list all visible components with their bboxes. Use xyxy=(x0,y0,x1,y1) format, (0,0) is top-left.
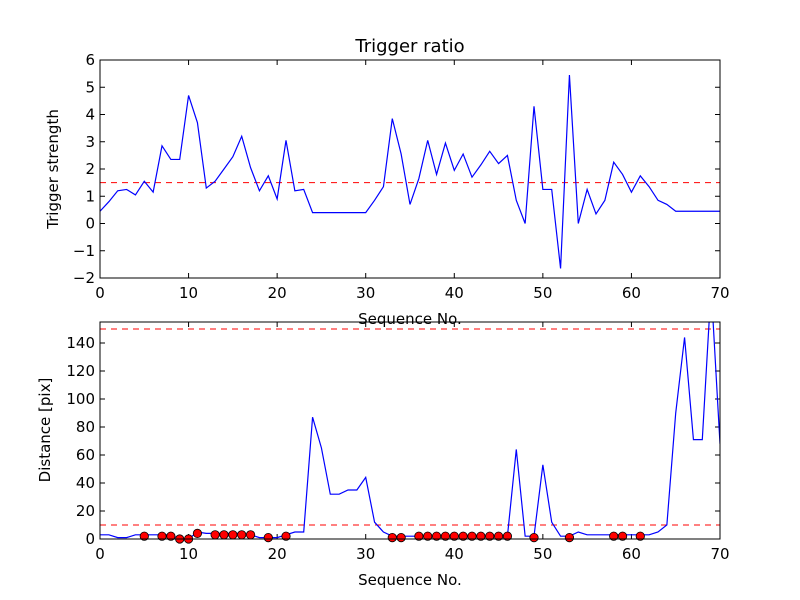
data-point xyxy=(210,530,220,540)
data-point xyxy=(263,532,273,543)
data-point xyxy=(529,532,539,543)
data-point xyxy=(157,531,167,541)
y-tick-label: 1 xyxy=(85,187,95,205)
data-point xyxy=(635,531,645,541)
y-tick-label: 120 xyxy=(66,362,95,380)
y-tick-label: 0 xyxy=(85,215,95,233)
data-point xyxy=(449,531,459,541)
x-tick-label: 40 xyxy=(445,545,464,563)
x-tick-label: 50 xyxy=(533,545,552,563)
data-point xyxy=(423,531,433,541)
x-tick-label: 70 xyxy=(710,284,729,302)
data-point xyxy=(609,531,619,541)
x-tick-label: 0 xyxy=(95,545,105,563)
x-tick-label: 40 xyxy=(445,284,464,302)
data-point xyxy=(281,531,291,541)
top-ticks: 0 10 20 30 40 50 60 70 −2 −1 0 1 2 3 4 5 6 xyxy=(73,51,730,302)
y-tick-label: −2 xyxy=(73,269,95,287)
bottom-y-axis-label: Distance [pix] xyxy=(36,378,54,483)
x-tick-label: 30 xyxy=(356,545,375,563)
data-point xyxy=(431,531,442,541)
data-point xyxy=(219,530,229,540)
data-point xyxy=(467,531,477,541)
bottom-reference-lines xyxy=(100,328,720,526)
data-point xyxy=(440,531,451,541)
x-tick-label: 60 xyxy=(622,284,641,302)
data-point xyxy=(237,530,247,540)
y-tick-label: 4 xyxy=(85,106,95,124)
data-point xyxy=(476,531,486,541)
x-tick-label: 70 xyxy=(710,545,729,563)
data-point xyxy=(493,531,504,541)
data-point xyxy=(192,528,203,539)
y-tick-label: 60 xyxy=(76,446,95,464)
x-tick-label: 10 xyxy=(179,284,198,302)
data-point xyxy=(617,531,628,541)
x-tick-label: 60 xyxy=(622,545,641,563)
x-tick-label: 0 xyxy=(95,284,105,302)
x-tick-label: 30 xyxy=(356,284,375,302)
data-point xyxy=(502,531,513,541)
y-tick-label: 40 xyxy=(76,474,95,492)
data-point xyxy=(396,532,406,543)
y-tick-label: 3 xyxy=(85,133,95,151)
top-chart-title: Trigger ratio xyxy=(354,36,464,57)
data-point xyxy=(139,531,149,541)
top-y-axis-label: Trigger strength xyxy=(44,109,62,230)
bottom-markers xyxy=(139,528,645,544)
top-series xyxy=(99,74,720,269)
y-tick-label: 2 xyxy=(85,160,95,178)
data-point xyxy=(387,532,397,543)
x-tick-label: 20 xyxy=(268,284,287,302)
y-tick-label: 80 xyxy=(76,418,95,436)
y-tick-label: 5 xyxy=(85,78,95,96)
data-point xyxy=(485,531,495,541)
y-tick-label: 20 xyxy=(76,502,95,520)
top-plot-frame xyxy=(99,59,721,279)
data-point xyxy=(458,531,468,541)
y-tick-label: 140 xyxy=(66,334,95,352)
top-panel: Trigger ratio 0 10 20 30 40 50 60 70 −2 −1 0 1 2 3 4 5 6… xyxy=(44,36,730,328)
bottom-x-axis-label: Sequence No. xyxy=(358,571,462,589)
y-tick-label: 100 xyxy=(66,390,95,408)
x-tick-label: 10 xyxy=(179,545,198,563)
data-point xyxy=(414,531,424,541)
x-tick-label: 20 xyxy=(268,545,287,563)
data-point xyxy=(228,530,238,540)
data-point xyxy=(564,532,575,543)
data-line xyxy=(99,74,720,269)
bottom-ticks: 0 10 20 30 40 50 60 70 0 20 40 60 80 100 120 140 xyxy=(66,322,730,563)
y-tick-label: 6 xyxy=(85,51,95,69)
data-point xyxy=(166,531,176,541)
y-tick-label: 0 xyxy=(85,530,95,548)
bottom-panel: 0 10 20 30 40 50 60 70 0 20 40 60 80 100 120 140 Sequen… xyxy=(36,321,730,589)
data-point xyxy=(245,530,256,540)
y-tick-label: −1 xyxy=(73,242,95,260)
x-tick-label: 50 xyxy=(533,284,552,302)
bottom-plot-frame xyxy=(99,321,721,540)
top-x-axis-label: Sequence No. xyxy=(358,310,462,328)
